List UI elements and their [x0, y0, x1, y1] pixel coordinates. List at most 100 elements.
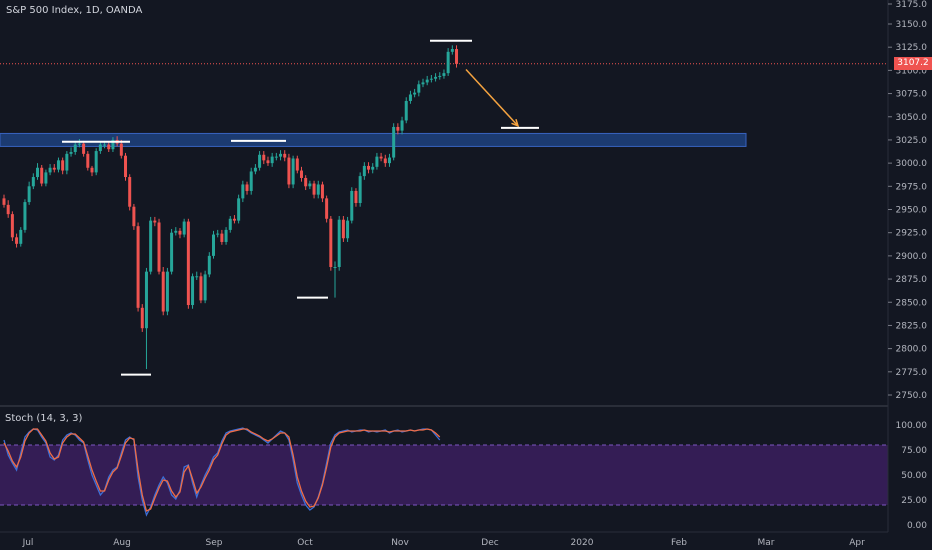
stoch-axis[interactable]: 100.00 75.00 50.00 25.00 0.00: [896, 421, 928, 531]
candle-body[interactable]: [149, 220, 153, 272]
candle-body[interactable]: [287, 157, 291, 185]
candle-body[interactable]: [216, 233, 220, 235]
candle-body[interactable]: [124, 155, 128, 178]
price-axis[interactable]: 3175.0 3150.0 3125.0 3100.0 3075.0 3050.0 3025…: [888, 0, 927, 401]
candle-body[interactable]: [224, 229, 228, 242]
candle-body[interactable]: [308, 183, 312, 187]
candle-body[interactable]: [15, 237, 19, 244]
candle-body[interactable]: [312, 183, 316, 195]
candle-body[interactable]: [279, 153, 283, 157]
candle-body[interactable]: [220, 233, 224, 242]
candle-body[interactable]: [103, 144, 107, 146]
candle-body[interactable]: [69, 151, 73, 154]
candle-body[interactable]: [40, 167, 44, 184]
projection-arrow[interactable]: [465, 68, 519, 127]
resistance-zone[interactable]: [0, 132, 747, 147]
candle-body[interactable]: [161, 271, 165, 312]
candle-body[interactable]: [438, 75, 442, 77]
candle-body[interactable]: [400, 120, 404, 131]
candle-body[interactable]: [195, 276, 199, 278]
candle-body[interactable]: [237, 198, 241, 221]
candle-body[interactable]: [48, 167, 52, 173]
candle-body[interactable]: [450, 49, 454, 52]
candle-body[interactable]: [165, 271, 169, 312]
candle-body[interactable]: [299, 170, 303, 178]
candle-body[interactable]: [329, 218, 333, 268]
candle-body[interactable]: [358, 176, 362, 204]
candle-body[interactable]: [98, 144, 102, 152]
candle-body[interactable]: [36, 167, 40, 178]
candle-body[interactable]: [429, 78, 433, 80]
candle-body[interactable]: [266, 160, 270, 164]
candle-body[interactable]: [128, 177, 132, 207]
candle-body[interactable]: [44, 172, 48, 184]
candle-body[interactable]: [413, 92, 417, 95]
candle-body[interactable]: [232, 218, 236, 221]
candle-body[interactable]: [417, 84, 421, 93]
candle-body[interactable]: [337, 219, 341, 268]
candle-body[interactable]: [396, 126, 400, 131]
candle-body[interactable]: [228, 218, 232, 230]
candle-body[interactable]: [61, 160, 65, 171]
candle-body[interactable]: [346, 220, 350, 239]
candle-body[interactable]: [367, 165, 371, 170]
candle-body[interactable]: [203, 274, 207, 301]
candle-body[interactable]: [23, 202, 27, 230]
stoch-lines-layer[interactable]: [3, 427, 441, 517]
candle-body[interactable]: [119, 143, 123, 156]
candle-body[interactable]: [207, 255, 211, 275]
candle-body[interactable]: [111, 139, 115, 150]
candle-body[interactable]: [199, 276, 203, 301]
candle-body[interactable]: [421, 82, 425, 85]
candle-body[interactable]: [140, 307, 144, 329]
candle-body[interactable]: [86, 153, 90, 168]
candle-body[interactable]: [455, 49, 459, 64]
candle-body[interactable]: [371, 166, 375, 170]
candle-body[interactable]: [262, 154, 266, 161]
candle-body[interactable]: [157, 222, 161, 272]
candle-body[interactable]: [333, 267, 337, 269]
candle-body[interactable]: [90, 167, 94, 173]
candle-body[interactable]: [425, 79, 429, 83]
candle-body[interactable]: [392, 126, 396, 158]
candle-body[interactable]: [258, 154, 262, 168]
stoch-d-line[interactable]: [3, 428, 441, 512]
candle-body[interactable]: [73, 144, 77, 152]
candle-body[interactable]: [2, 198, 6, 205]
candle-body[interactable]: [144, 271, 148, 329]
candle-body[interactable]: [170, 232, 174, 272]
candle-body[interactable]: [27, 186, 31, 203]
candle-body[interactable]: [375, 156, 379, 167]
candle-body[interactable]: [136, 226, 140, 308]
candle-body[interactable]: [245, 184, 249, 191]
candle-body[interactable]: [178, 230, 182, 235]
time-axis[interactable]: Jul Aug Sep Oct Nov Dec 2020 Feb Mar Apr: [22, 538, 866, 548]
candle-body[interactable]: [65, 153, 69, 171]
candle-body[interactable]: [446, 51, 450, 74]
candle-body[interactable]: [383, 158, 387, 164]
candle-body[interactable]: [304, 177, 308, 187]
candle-body[interactable]: [253, 167, 257, 172]
candle-body[interactable]: [442, 73, 446, 76]
candle-body[interactable]: [434, 76, 438, 79]
candle-body[interactable]: [174, 230, 178, 233]
candle-body[interactable]: [320, 184, 324, 199]
candle-body[interactable]: [341, 219, 345, 239]
candle-body[interactable]: [316, 184, 320, 195]
candle-body[interactable]: [94, 151, 98, 173]
candle-body[interactable]: [283, 153, 287, 158]
candle-body[interactable]: [274, 156, 278, 158]
candle-body[interactable]: [82, 143, 86, 154]
candle-body[interactable]: [153, 220, 157, 223]
candle-body[interactable]: [379, 156, 383, 159]
candle-body[interactable]: [404, 100, 408, 121]
candle-body[interactable]: [387, 157, 391, 164]
candle-body[interactable]: [270, 156, 274, 164]
candle-body[interactable]: [354, 190, 358, 204]
candle-body[interactable]: [56, 160, 60, 170]
candle-body[interactable]: [107, 144, 111, 150]
candle-body[interactable]: [362, 165, 366, 177]
candle-body[interactable]: [6, 204, 10, 215]
candle-body[interactable]: [325, 198, 329, 219]
candle-body[interactable]: [10, 214, 14, 238]
